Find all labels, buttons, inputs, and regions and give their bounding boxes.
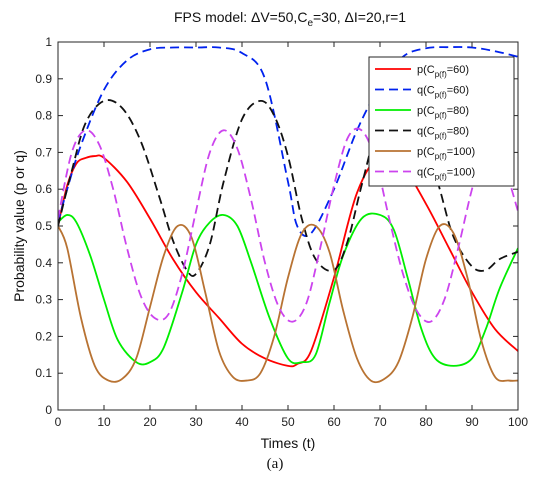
- series-line-6: [58, 127, 518, 323]
- x-tick-label: 90: [465, 415, 479, 429]
- y-tick-label: 0.6: [35, 182, 52, 196]
- series-line-5: [58, 223, 518, 384]
- y-tick-label: 0.4: [35, 256, 52, 270]
- figure-caption: (a): [266, 456, 284, 472]
- y-tick-label: 0.5: [35, 219, 52, 233]
- y-tick-label: 0.3: [35, 293, 52, 307]
- legend-label-5: p(Cp(f)=100): [417, 146, 475, 161]
- legend-label-4: q(Cp(f)=80): [417, 126, 469, 141]
- x-tick-label: 100: [508, 415, 528, 429]
- x-axis-label: Times (t): [261, 435, 316, 451]
- legend-label-2: q(Cp(f)=60): [417, 85, 469, 100]
- series-layer: [58, 46, 518, 384]
- x-tick-label: 80: [419, 415, 433, 429]
- y-tick-label: 0: [45, 403, 52, 417]
- x-tick-label: 20: [143, 415, 157, 429]
- x-tick-label: 50: [281, 415, 295, 429]
- legend-label-6: q(Cp(f)=100): [417, 167, 475, 182]
- legend: p(Cp(f)=60) q(Cp(f)=60) p(Cp(f)=80) q(Cp(f)…: [368, 56, 515, 187]
- legend-label-3: p(Cp(f)=80): [417, 105, 469, 120]
- x-tick-label: 0: [55, 415, 62, 429]
- x-tick-label: 60: [327, 415, 341, 429]
- y-tick-label: 0.7: [35, 145, 52, 159]
- y-tick-label: 0.2: [35, 329, 52, 343]
- legend-label-1: p(Cp(f)=60): [417, 64, 469, 79]
- series-line-3: [58, 212, 518, 367]
- x-axis: 0 10 20 30 40 50 60 70 80 90 100: [55, 42, 528, 429]
- series-line-4: [58, 99, 518, 277]
- y-axis-label: Probability value (p or q): [11, 150, 27, 302]
- x-tick-label: 40: [235, 415, 249, 429]
- y-tick-label: 1: [45, 35, 52, 49]
- legend-box: [368, 56, 515, 187]
- y-tick-label: 0.1: [35, 366, 52, 380]
- y-tick-label: 0.8: [35, 109, 52, 123]
- y-tick-label: 0.9: [35, 72, 52, 86]
- series-line-2: [58, 46, 518, 237]
- x-tick-label: 30: [189, 415, 203, 429]
- chart-title: FPS model: ΔV=50,Ce=30, ΔI=20,r=1: [174, 9, 406, 29]
- x-tick-label: 70: [373, 415, 387, 429]
- x-tick-label: 10: [97, 415, 111, 429]
